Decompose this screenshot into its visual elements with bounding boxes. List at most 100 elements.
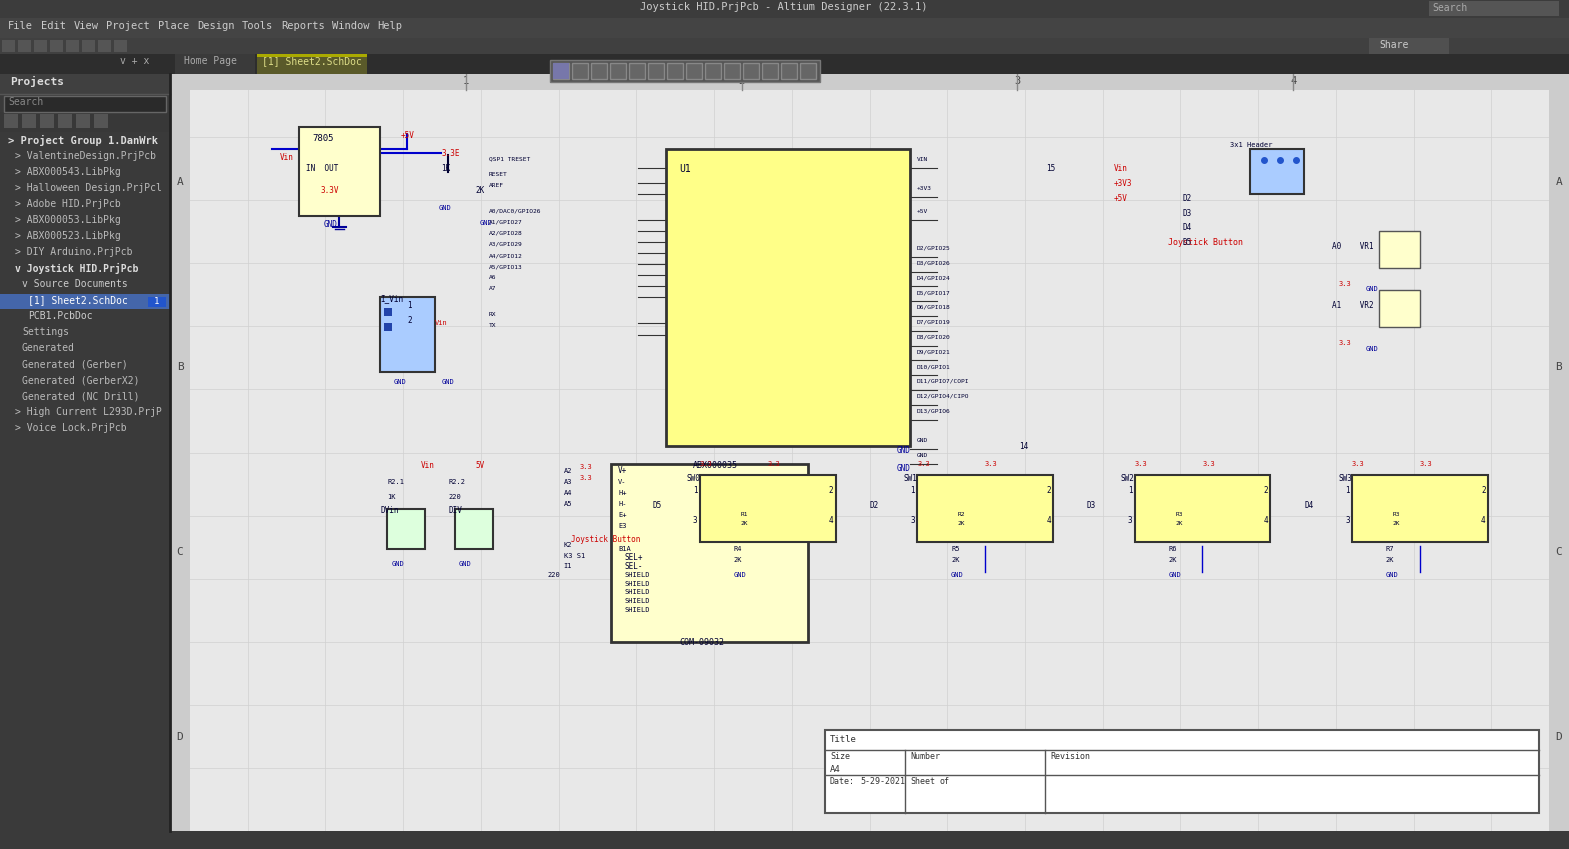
Text: Settings: Settings	[22, 327, 69, 337]
Text: H-: H-	[618, 501, 626, 507]
Text: +3V3: +3V3	[1114, 179, 1133, 188]
Text: K3 S1: K3 S1	[563, 554, 585, 559]
Text: Joystick HID.PrjPcb - Altium Designer (22.3.1): Joystick HID.PrjPcb - Altium Designer (2…	[640, 2, 927, 12]
Bar	[298, 127, 380, 216]
Bar	[35, 40, 47, 52]
Text: 3: 3	[1345, 516, 1349, 525]
Text: GND: GND	[916, 453, 929, 458]
Bar	[0, 0, 1569, 18]
Bar	[1480, 0, 1569, 18]
Bar	[552, 63, 570, 79]
Text: 5V: 5V	[475, 460, 485, 469]
Text: GND: GND	[439, 205, 452, 211]
Text: A: A	[1555, 177, 1563, 187]
Text: Vin: Vin	[279, 153, 293, 162]
Text: QSP1 TRESET: QSP1 TRESET	[490, 157, 530, 161]
Text: Reports: Reports	[281, 21, 325, 31]
Bar	[1134, 475, 1271, 542]
Text: Size: Size	[830, 752, 850, 761]
Text: A5: A5	[563, 501, 573, 507]
Text: +3V3: +3V3	[916, 186, 932, 191]
Text: 7805: 7805	[312, 134, 334, 143]
Text: v Source Documents: v Source Documents	[22, 279, 127, 289]
Text: SW2: SW2	[1120, 474, 1134, 483]
Text: +5V: +5V	[400, 131, 414, 140]
Text: 3.3: 3.3	[1352, 460, 1365, 466]
Text: of: of	[940, 777, 949, 786]
Text: Date:: Date:	[830, 777, 855, 786]
Text: 1K: 1K	[388, 494, 395, 500]
Text: V-: V-	[618, 479, 626, 485]
Text: 2K: 2K	[1393, 521, 1400, 526]
Text: 2K: 2K	[1175, 521, 1183, 526]
Text: D12/GPIO4/CIPO: D12/GPIO4/CIPO	[916, 394, 970, 399]
Bar	[0, 74, 169, 849]
Text: K2: K2	[563, 542, 573, 548]
Text: GND: GND	[394, 379, 406, 385]
Text: COM-09032: COM-09032	[679, 638, 725, 647]
Text: C: C	[177, 547, 184, 557]
Text: B: B	[177, 362, 184, 372]
Text: Joystick Button: Joystick Button	[1169, 239, 1244, 247]
Bar	[686, 63, 701, 79]
Text: 3.3: 3.3	[1338, 281, 1351, 287]
Bar	[66, 40, 78, 52]
Bar	[17, 40, 31, 52]
Text: D: D	[177, 733, 184, 742]
Text: R3: R3	[1393, 512, 1400, 517]
Text: D8/GPIO20: D8/GPIO20	[916, 335, 951, 340]
Text: 3: 3	[1014, 76, 1020, 86]
Text: R7: R7	[1385, 546, 1395, 552]
Bar	[257, 54, 367, 57]
Text: +5V: +5V	[1114, 194, 1128, 203]
Bar	[610, 63, 626, 79]
Text: 3.3: 3.3	[1338, 340, 1351, 346]
Text: Home Page: Home Page	[184, 56, 237, 66]
Text: 3.3: 3.3	[767, 460, 780, 466]
Bar	[916, 475, 1053, 542]
Text: GND: GND	[460, 560, 472, 566]
Text: 3x1 Header: 3x1 Header	[1230, 142, 1272, 148]
Bar	[115, 40, 127, 52]
Bar	[612, 464, 808, 642]
Bar	[1250, 149, 1304, 194]
Text: R5: R5	[951, 546, 960, 552]
Text: Place: Place	[158, 21, 188, 31]
Text: Joystick Button: Joystick Button	[571, 535, 640, 543]
Text: > ValentineDesign.PrjPcb: > ValentineDesign.PrjPcb	[16, 151, 155, 161]
Text: Revision: Revision	[1050, 752, 1090, 761]
Text: SW0: SW0	[686, 474, 700, 483]
Text: SHIELD: SHIELD	[624, 571, 651, 577]
Text: B: B	[1555, 362, 1563, 372]
Text: R6: R6	[1169, 546, 1177, 552]
Text: 3.3V: 3.3V	[320, 186, 339, 195]
Bar	[0, 831, 1569, 849]
Text: U1: U1	[679, 164, 690, 174]
Bar	[551, 60, 821, 82]
Text: 220: 220	[449, 494, 461, 500]
Text: View: View	[74, 21, 99, 31]
Bar	[629, 63, 645, 79]
Text: C: C	[1555, 547, 1563, 557]
Text: 2: 2	[1481, 486, 1486, 496]
Text: 1K: 1K	[441, 164, 450, 173]
Text: 3.3E: 3.3E	[441, 149, 460, 158]
Text: A3/GPIO29: A3/GPIO29	[490, 242, 522, 247]
Text: D4: D4	[1304, 501, 1313, 510]
Text: D10/GPIO1: D10/GPIO1	[916, 364, 951, 369]
Bar	[22, 114, 36, 128]
Text: 5-29-2021: 5-29-2021	[860, 777, 905, 786]
Bar	[2, 40, 16, 52]
Text: 2: 2	[828, 486, 833, 496]
Text: Share: Share	[1379, 40, 1409, 50]
Text: Search: Search	[1432, 3, 1467, 13]
Text: TX: TX	[490, 323, 496, 329]
Bar	[169, 74, 1569, 831]
Text: AREF: AREF	[490, 183, 504, 188]
Text: > ABX000053.LibPkg: > ABX000053.LibPkg	[16, 215, 121, 225]
Text: 1: 1	[463, 76, 469, 86]
Text: > Voice Lock.PrjPcb: > Voice Lock.PrjPcb	[16, 423, 127, 433]
Text: D2: D2	[869, 501, 879, 510]
Text: 3.3: 3.3	[985, 460, 998, 466]
Text: SEL-: SEL-	[624, 562, 643, 571]
